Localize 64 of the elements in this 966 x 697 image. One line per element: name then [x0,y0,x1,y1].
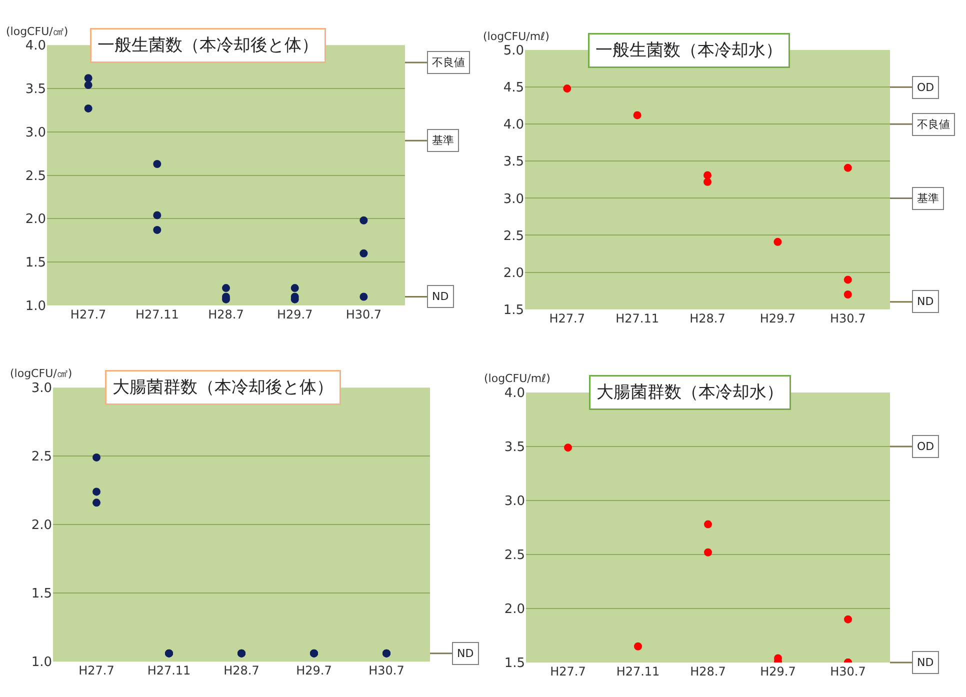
y-tick-label: 4.0 [25,38,46,54]
ref-line-label: ND [917,656,934,669]
x-tick-label: H27.11 [147,664,191,678]
y-tick-label: 1.5 [504,656,525,672]
chart-title: 一般生菌数（本冷却水） [596,40,782,60]
x-tick-label: H27.7 [78,664,114,678]
x-tick-label: H27.7 [549,311,585,326]
x-tick-label: H29.7 [760,311,796,326]
x-tick-label: H27.11 [135,307,179,322]
x-tick-label: H30.7 [830,664,866,679]
x-tick-label: H27.11 [616,664,660,679]
x-tick-label: H28.7 [224,664,260,678]
x-tick-label: H28.7 [690,311,726,326]
y-axis-title: (logCFU/mℓ) [483,30,550,43]
y-tick-label: 2.5 [31,450,52,465]
y-tick-label: 4.0 [503,118,524,133]
ref-line-label: OD [917,81,934,94]
y-tick-label: 3.5 [504,440,525,456]
y-tick-label: 5.0 [503,44,524,59]
y-tick-label: 3.0 [31,381,52,396]
x-tick-label: H30.7 [368,664,404,678]
y-tick-label: 1.5 [503,302,524,318]
y-tick-label: 1.5 [25,256,46,271]
ref-line-label: 基準 [432,134,454,147]
ref-line-label: 不良値 [432,56,465,69]
y-tick-label: 3.0 [503,192,524,207]
y-tick-label: 3.0 [504,494,525,510]
y-tick-label: 4.0 [504,386,525,402]
ref-line-label: ND [457,647,474,660]
y-tick-label: 2.5 [25,168,46,184]
x-tick-label: H30.7 [830,311,866,326]
chart-title: 大腸菌群数（本冷却後と体） [112,378,334,398]
x-tick-label: H29.7 [760,664,796,679]
x-tick-label: H29.7 [276,307,313,322]
y-tick-label: 2.0 [503,266,524,281]
ref-line-label: ND [432,290,449,303]
y-axis-title: (logCFU/mℓ) [484,372,550,385]
y-tick-label: 1.5 [31,586,52,602]
x-tick-label: H27.7 [550,664,586,679]
ref-line-label: 基準 [917,192,939,205]
x-tick-label: H30.7 [346,307,382,322]
y-tick-label: 2.0 [31,518,52,534]
y-axis-title: (logCFU/㎠) [10,367,72,380]
y-tick-label: 1.0 [25,298,46,314]
y-tick-label: 2.0 [25,212,46,228]
x-tick-label: H28.7 [208,307,244,322]
x-tick-label: H29.7 [296,664,332,678]
chart-title: 大腸菌群数（本冷却水） [596,382,784,402]
x-tick-label: H28.7 [690,664,726,679]
ref-line-label: 不良値 [917,118,950,131]
y-tick-label: 2.5 [503,228,524,244]
y-tick-label: 1.0 [31,655,52,670]
y-axis-title: (logCFU/㎠) [6,25,68,38]
ref-line-label: OD [917,440,934,453]
ref-line-label: ND [917,295,934,308]
y-tick-label: 4.5 [503,80,524,96]
chart-title: 一般生菌数（本冷却後と体） [98,36,318,56]
x-tick-label: H27.11 [616,311,660,326]
y-tick-label: 3.5 [503,154,524,170]
y-tick-label: 2.5 [504,548,525,564]
y-tick-label: 2.0 [504,602,525,618]
y-tick-label: 3.5 [25,82,46,98]
y-tick-label: 3.0 [25,125,46,140]
x-tick-label: H27.7 [70,307,106,322]
